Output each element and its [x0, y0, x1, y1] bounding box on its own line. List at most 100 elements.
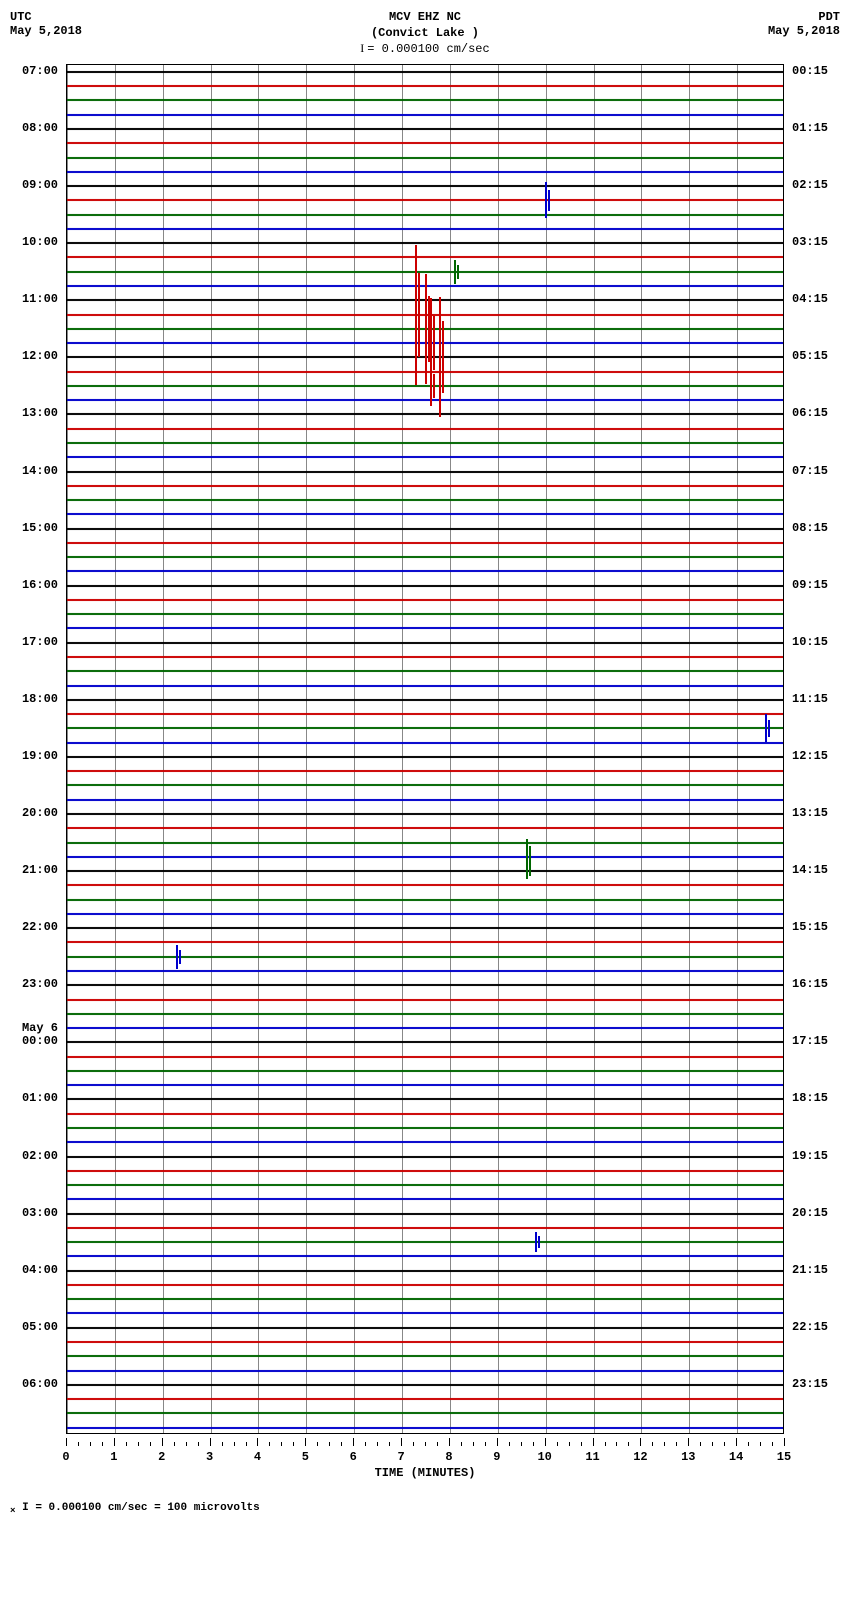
left-hour-label: 09:00 [22, 179, 58, 191]
x-tick-minor [377, 1442, 378, 1446]
x-tick-minor [664, 1442, 665, 1446]
seismic-trace [67, 656, 783, 658]
seismic-trace [67, 1384, 783, 1386]
seismic-event [454, 260, 456, 284]
x-tick [593, 1438, 594, 1446]
x-tick-minor [126, 1442, 127, 1446]
seismic-trace [67, 570, 783, 572]
x-tick-label: 10 [537, 1450, 551, 1464]
x-tick-minor [509, 1442, 510, 1446]
seismic-trace [67, 870, 783, 872]
seismic-trace [67, 185, 783, 187]
x-tick-minor [461, 1442, 462, 1446]
x-tick-minor [186, 1442, 187, 1446]
right-hour-label: 01:15 [792, 122, 828, 134]
seismic-event [433, 316, 435, 370]
left-hour-label: 17:00 [22, 636, 58, 648]
seismic-trace [67, 856, 783, 858]
helicorder-container: UTC May 5,2018 MCV EHZ NC (Convict Lake … [10, 10, 840, 1516]
left-hour-label: 06:00 [22, 1378, 58, 1390]
plot-area [66, 64, 784, 1434]
x-tick [688, 1438, 689, 1446]
seismic-trace [67, 142, 783, 144]
left-hour-label: 03:00 [22, 1207, 58, 1219]
seismic-event [439, 297, 441, 417]
left-hour-label: 23:00 [22, 978, 58, 990]
seismic-trace [67, 528, 783, 530]
day-break-label: May 6 [22, 1022, 58, 1034]
right-time-labels: 00:1501:1502:1503:1504:1505:1506:1507:15… [788, 64, 840, 1434]
x-tick-minor [581, 1442, 582, 1446]
x-tick-minor [198, 1442, 199, 1446]
x-tick-minor [712, 1442, 713, 1446]
seismic-trace [67, 1198, 783, 1200]
left-hour-label: 11:00 [22, 293, 58, 305]
seismic-event [418, 273, 420, 357]
seismic-trace [67, 941, 783, 943]
seismic-trace [67, 599, 783, 601]
seismic-trace [67, 242, 783, 244]
left-hour-label: 15:00 [22, 522, 58, 534]
x-tick-label: 11 [585, 1450, 599, 1464]
seismic-trace [67, 1312, 783, 1314]
seismic-trace [67, 1370, 783, 1372]
right-hour-label: 07:15 [792, 465, 828, 477]
seismic-event [442, 321, 444, 393]
x-tick-label: 6 [350, 1450, 357, 1464]
seismic-event [457, 265, 459, 279]
seismic-trace [67, 214, 783, 216]
seismic-trace [67, 228, 783, 230]
right-hour-label: 19:15 [792, 1150, 828, 1162]
x-tick-minor [557, 1442, 558, 1446]
seismic-trace [67, 1355, 783, 1357]
seismic-trace [67, 471, 783, 473]
x-tick-minor [246, 1442, 247, 1446]
x-tick-minor [365, 1442, 366, 1446]
seismic-trace [67, 128, 783, 130]
x-tick-minor [485, 1442, 486, 1446]
x-tick [640, 1438, 641, 1446]
seismic-trace [67, 1398, 783, 1400]
left-hour-label: 05:00 [22, 1321, 58, 1333]
x-tick-minor [676, 1442, 677, 1446]
left-hour-label: 12:00 [22, 350, 58, 362]
x-tick [66, 1438, 67, 1446]
seismic-event [538, 1236, 540, 1248]
seismic-trace [67, 199, 783, 201]
seismic-trace [67, 256, 783, 258]
seismic-event [535, 1232, 537, 1252]
x-tick-minor [138, 1442, 139, 1446]
seismic-trace [67, 927, 783, 929]
header-center: MCV EHZ NC (Convict Lake ) I = 0.000100 … [360, 10, 489, 58]
x-tick-minor [628, 1442, 629, 1446]
tz-left-name: UTC [10, 10, 100, 24]
right-hour-label: 20:15 [792, 1207, 828, 1219]
seismic-trace [67, 1213, 783, 1215]
x-tick-label: 1 [110, 1450, 117, 1464]
x-tick-minor [760, 1442, 761, 1446]
x-tick [210, 1438, 211, 1446]
x-tick-minor [329, 1442, 330, 1446]
left-hour-label: 13:00 [22, 407, 58, 419]
seismic-trace [67, 670, 783, 672]
seismic-trace [67, 613, 783, 615]
left-hour-label: 00:00 [22, 1035, 58, 1047]
left-hour-label: 02:00 [22, 1150, 58, 1162]
seismic-trace [67, 499, 783, 501]
seismic-trace [67, 556, 783, 558]
seismic-trace [67, 1427, 783, 1429]
seismic-trace [67, 1412, 783, 1414]
seismic-event [529, 846, 531, 868]
left-hour-label: 18:00 [22, 693, 58, 705]
right-hour-label: 15:15 [792, 921, 828, 933]
seismic-trace [67, 114, 783, 116]
seismic-trace [67, 171, 783, 173]
x-tick-minor [724, 1442, 725, 1446]
x-tick [114, 1438, 115, 1446]
seismic-trace [67, 1270, 783, 1272]
seismic-event [179, 950, 181, 964]
seismic-event [768, 720, 770, 737]
seismic-trace [67, 956, 783, 958]
left-time-labels: 07:0008:0009:0010:0011:0012:0013:0014:00… [10, 64, 62, 1434]
seismic-trace [67, 884, 783, 886]
